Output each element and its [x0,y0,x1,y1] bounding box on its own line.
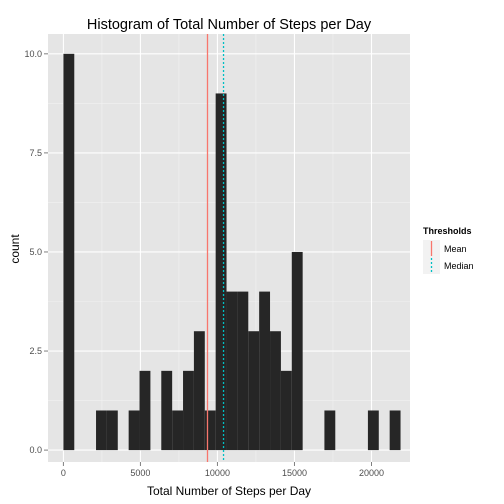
x-tick-label: 20000 [359,468,384,478]
legend-key [423,257,440,274]
legend: Thresholds Mean Median [423,226,474,274]
y-tick-label: 2.5 [29,346,42,356]
y-tick-label: 0.0 [29,445,42,455]
legend-title: Thresholds [423,226,472,236]
x-tick-label: 5000 [130,468,150,478]
x-tick-label: 10000 [205,468,230,478]
histogram-bar [161,370,173,451]
chart-title: Histogram of Total Number of Steps per D… [87,17,372,33]
histogram-bar [193,331,205,451]
histogram-bar [128,410,140,451]
legend-label-mean: Mean [444,244,467,254]
histogram-bar [183,370,194,451]
histogram-bar [270,331,281,451]
histogram-bar [248,331,260,451]
histogram-bar [139,370,151,451]
histogram-bar [259,291,271,451]
y-tick-label: 5.0 [29,247,42,257]
legend-label-median: Median [444,261,474,271]
y-axis: 0.0 2.5 5.0 7.5 10.0 [24,49,48,455]
histogram-bar [237,291,249,451]
histogram-bar [63,53,75,451]
y-axis-title: count [8,234,22,264]
y-tick-label: 7.5 [29,148,42,158]
histogram-bar [291,251,303,451]
histogram-bar [96,410,107,451]
histogram-bar [280,370,292,451]
histogram-bar [226,291,238,451]
x-axis: 0 5000 10000 15000 20000 [61,462,384,478]
threshold-lines [206,34,225,462]
bars [63,53,401,451]
x-tick-label: 15000 [282,468,307,478]
histogram-bar [324,410,336,451]
histogram-bar [389,410,401,451]
legend-items: Mean Median [423,240,474,274]
x-axis-title: Total Number of Steps per Day [147,484,311,498]
histogram-bar [172,410,184,451]
histogram-bar [106,410,118,451]
histogram-bar [215,93,227,451]
histogram-bar [204,410,216,451]
x-tick-label: 0 [61,468,66,478]
y-tick-label: 10.0 [24,49,42,59]
histogram-bar [367,410,379,451]
